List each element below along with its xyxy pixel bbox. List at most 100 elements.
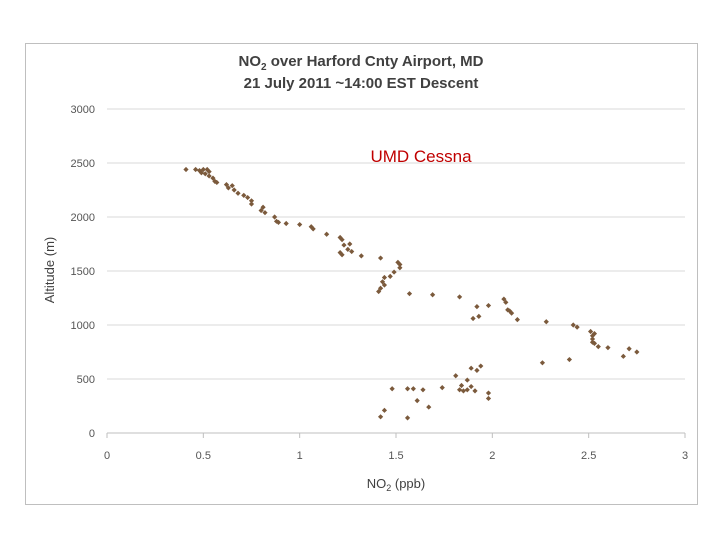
data-point [620,353,626,359]
data-point [202,171,208,177]
data-point [310,226,316,232]
data-point [474,304,480,310]
data-point [430,292,436,298]
data-point [397,265,403,271]
chart-title-line1: NO2 over Harford Cnty Airport, MD [238,53,483,73]
data-point [231,187,237,193]
data-point [377,255,384,261]
data-point [456,387,463,393]
data-point [460,388,467,394]
data-point [456,294,463,300]
data-point [324,231,330,237]
data-point [183,166,189,173]
data-point [404,415,411,421]
chart-annotation: UMD Cessna [370,147,472,166]
data-point [245,194,251,201]
x-tick-label: 1.5 [388,450,403,462]
data-point [283,220,289,227]
data-point [235,190,241,196]
data-point [214,179,220,186]
data-point [626,346,632,352]
data-point [404,386,411,392]
data-point [414,398,420,404]
data-point [595,344,601,350]
data-point [503,299,509,305]
x-tick-label: 2.5 [581,450,596,462]
data-point [574,324,580,330]
chart-title-line2: 21 July 2011 ~14:00 EST Descent [244,75,479,92]
y-tick-label: 1000 [71,320,95,332]
data-point [410,386,416,392]
data-point [472,388,478,394]
y-tick-label: 2000 [71,212,95,224]
data-point [349,248,355,255]
grid-lines [107,108,685,380]
x-axis-label: NO2 (ppb) [367,476,425,493]
y-tick-labels: 0 500 1000 1500 2000 2500 3000 [71,104,95,440]
data-point [470,315,476,322]
x-tick-label: 1 [297,450,303,462]
data-point [634,349,640,355]
data-point [193,166,199,173]
y-tick-label: 1500 [71,266,95,278]
chart-area: NO2 over Harford Cnty Airport, MD 21 Jul… [25,43,698,505]
y-tick-label: 2500 [71,158,95,170]
data-point [260,204,266,210]
data-point [379,279,386,285]
data-point [589,339,596,345]
data-point [474,367,480,373]
x-tick-label: 0 [104,450,110,462]
data-point [308,224,314,230]
data-point [381,274,388,281]
data-point [476,313,482,319]
data-point [589,336,596,342]
data-point [206,173,212,179]
data-point [485,395,492,402]
data-point [198,170,205,176]
data-point [501,296,507,302]
x-tick-labels: 0 0.5 1 1.5 2 2.5 3 [104,450,688,462]
data-point [543,319,549,325]
data-point [229,183,235,189]
data-point [297,221,303,228]
scatter-chart: NO2 over Harford Cnty Airport, MD 21 Jul… [42,53,688,493]
y-tick-label: 3000 [71,104,95,116]
data-point [391,269,397,275]
data-point [439,385,445,391]
data-point [420,387,426,393]
data-point [485,390,492,396]
x-tick-label: 0.5 [196,450,211,462]
y-tick-label: 0 [89,428,95,440]
data-point [426,404,432,410]
data-point [248,198,255,204]
data-point [605,345,611,351]
data-point [458,382,465,389]
data-point [591,331,598,337]
data-point [587,328,594,335]
data-point [275,219,282,225]
data-point [406,291,413,297]
data-point [387,273,393,279]
data-point [358,253,364,259]
data-point [389,386,395,392]
data-point [464,387,470,393]
data-point [345,246,351,252]
data-point [509,310,515,316]
data-point [514,317,520,323]
data-point [272,214,278,220]
data-point [377,414,384,420]
data-point [464,377,470,383]
data-point [539,360,546,366]
data-point [591,340,598,346]
data-point [570,322,576,328]
y-axis-label: Altitude (m) [42,237,57,303]
data-point [468,365,474,371]
x-tick-label: 3 [682,450,688,462]
data-point [468,383,474,390]
data-point [566,356,572,363]
data-point [241,192,247,198]
y-tick-label: 500 [77,374,95,386]
data-point [485,302,492,309]
x-tick-label: 2 [489,450,495,462]
data-point [347,241,353,247]
